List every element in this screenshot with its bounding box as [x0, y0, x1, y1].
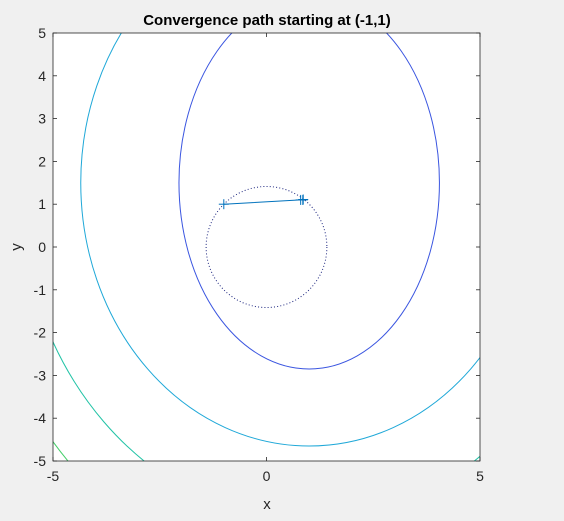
plot-area: [53, 33, 480, 461]
y-tick-label: -4: [34, 410, 47, 426]
x-tick-label: 0: [263, 468, 271, 484]
y-tick-label: -3: [34, 367, 47, 383]
constraint-circle-layer: [205, 185, 328, 309]
axis-ticks: -5 0 5 5 4 3 2 1 0 -1 -2 -3 -4 -5: [34, 25, 485, 484]
contour-line-2: [80, 33, 480, 447]
constraint-circle: [205, 185, 328, 309]
y-tick-label: -2: [34, 325, 47, 341]
path-marker-1: [218, 199, 229, 210]
x-axis-label: x: [263, 496, 271, 513]
convergence-path-layer: [218, 194, 309, 210]
y-tick-label: -5: [34, 453, 47, 469]
y-tick-label: 3: [38, 111, 46, 127]
y-tick-label: 1: [38, 196, 46, 212]
y-tick-label: -1: [34, 282, 47, 298]
y-tick-label: 5: [38, 25, 46, 41]
y-tick-label: 4: [38, 68, 46, 84]
y-tick-label: 0: [38, 239, 46, 255]
chart-title: Convergence path starting at (-1,1): [143, 12, 391, 29]
x-tick-label: 5: [476, 468, 484, 484]
path-marker-4: [298, 194, 309, 205]
y-tick-label: 2: [38, 153, 46, 169]
x-tick-label: -5: [47, 468, 60, 484]
y-axis-label: y: [8, 243, 25, 251]
contour-line-1: [178, 33, 440, 370]
